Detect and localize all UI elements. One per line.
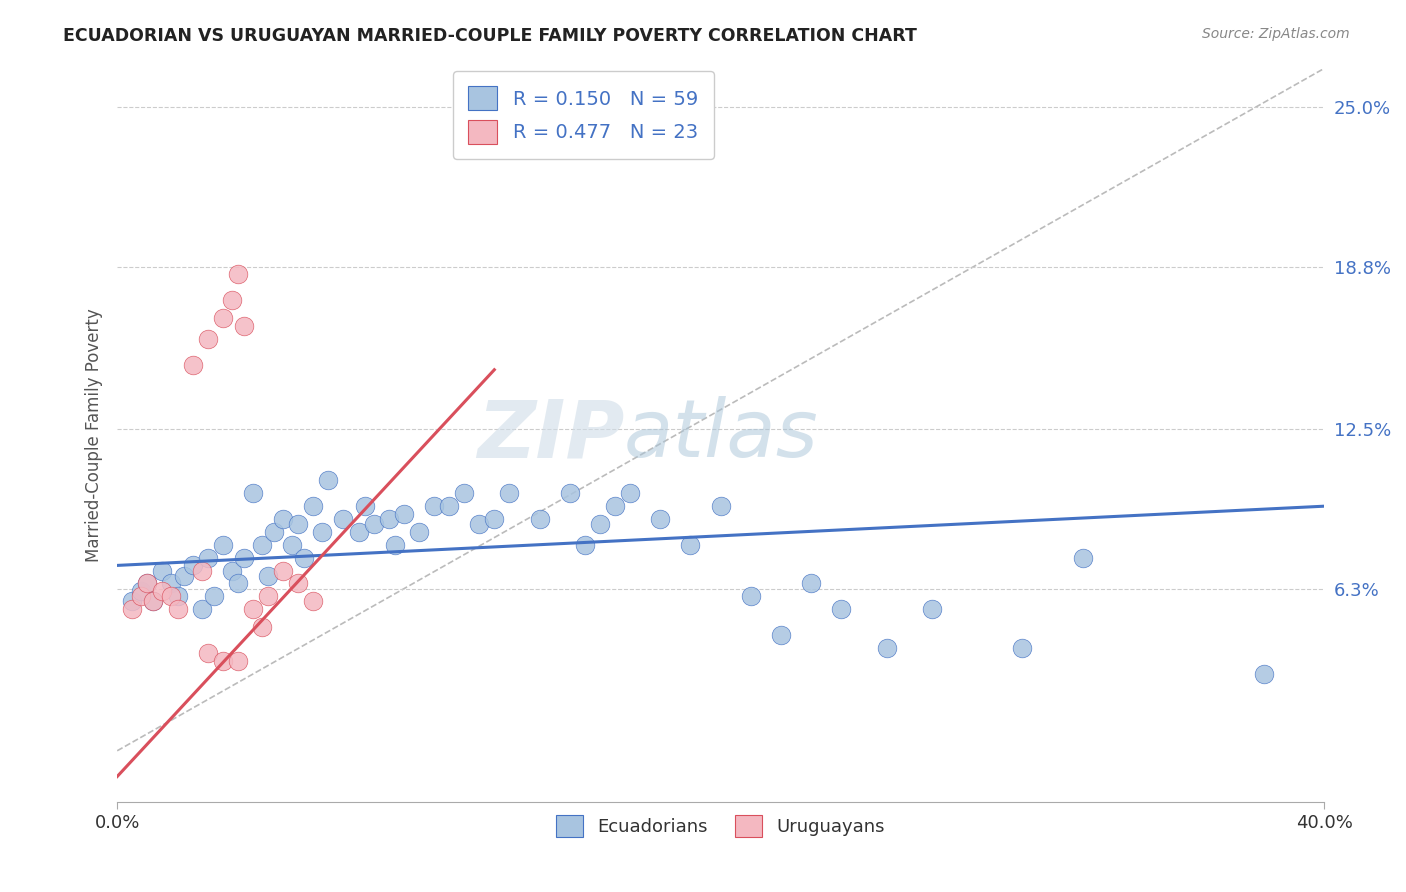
Point [197, 332, 219, 346]
Point [190, 564, 212, 578]
Point [166, 590, 188, 604]
Point [347, 524, 370, 539]
Point [377, 512, 399, 526]
Point [302, 499, 325, 513]
Point [271, 512, 294, 526]
Point [142, 594, 165, 608]
Point [211, 538, 233, 552]
Point [257, 568, 280, 582]
Point [271, 564, 294, 578]
Point [121, 594, 143, 608]
Point [1011, 640, 1033, 655]
Point [121, 602, 143, 616]
Point [226, 654, 249, 668]
Point [287, 576, 309, 591]
Point [437, 499, 460, 513]
Point [221, 293, 243, 308]
Point [181, 358, 204, 372]
Point [498, 486, 520, 500]
Point [136, 576, 159, 591]
Point [392, 507, 415, 521]
Point [152, 584, 174, 599]
Point [131, 590, 153, 604]
Point [197, 550, 219, 565]
Point [1253, 666, 1275, 681]
Point [332, 512, 354, 526]
Point [166, 602, 188, 616]
Point [226, 268, 249, 282]
Point [830, 602, 852, 616]
Point [281, 538, 304, 552]
Point [650, 512, 672, 526]
Point [603, 499, 626, 513]
Point [800, 576, 823, 591]
Point [173, 568, 195, 582]
Text: atlas: atlas [624, 396, 818, 475]
Point [242, 486, 264, 500]
Point [242, 602, 264, 616]
Point [574, 538, 596, 552]
Text: ZIP: ZIP [477, 396, 624, 475]
Point [160, 590, 183, 604]
Point [232, 318, 254, 333]
Point [197, 646, 219, 660]
Point [423, 499, 446, 513]
Point [876, 640, 898, 655]
Point [160, 576, 183, 591]
Point [226, 576, 249, 591]
Point [152, 564, 174, 578]
Point [250, 620, 273, 634]
Point [408, 524, 430, 539]
Point [589, 517, 612, 532]
Point [679, 538, 702, 552]
Point [318, 474, 340, 488]
Point [1071, 550, 1094, 565]
Point [384, 538, 406, 552]
Point [190, 602, 212, 616]
Y-axis label: Married-Couple Family Poverty: Married-Couple Family Poverty [86, 309, 103, 562]
Point [263, 524, 285, 539]
Point [221, 564, 243, 578]
Point [484, 512, 506, 526]
Point [619, 486, 641, 500]
Point [292, 550, 315, 565]
Point [136, 576, 159, 591]
Text: Source: ZipAtlas.com: Source: ZipAtlas.com [1202, 27, 1350, 41]
Point [740, 590, 762, 604]
Point [710, 499, 733, 513]
Point [232, 550, 254, 565]
Point [287, 517, 309, 532]
Point [131, 584, 153, 599]
Point [311, 524, 333, 539]
Point [468, 517, 491, 532]
Point [181, 558, 204, 573]
Point [302, 594, 325, 608]
Point [769, 628, 792, 642]
Point [453, 486, 475, 500]
Point [142, 594, 165, 608]
Point [558, 486, 581, 500]
Point [211, 654, 233, 668]
Point [529, 512, 551, 526]
Point [250, 538, 273, 552]
Point [363, 517, 385, 532]
Point [202, 590, 225, 604]
Point [353, 499, 375, 513]
Text: ECUADORIAN VS URUGUAYAN MARRIED-COUPLE FAMILY POVERTY CORRELATION CHART: ECUADORIAN VS URUGUAYAN MARRIED-COUPLE F… [63, 27, 917, 45]
Point [211, 311, 233, 326]
Point [257, 590, 280, 604]
Legend: Ecuadorians, Uruguayans: Ecuadorians, Uruguayans [548, 808, 893, 845]
Point [921, 602, 943, 616]
